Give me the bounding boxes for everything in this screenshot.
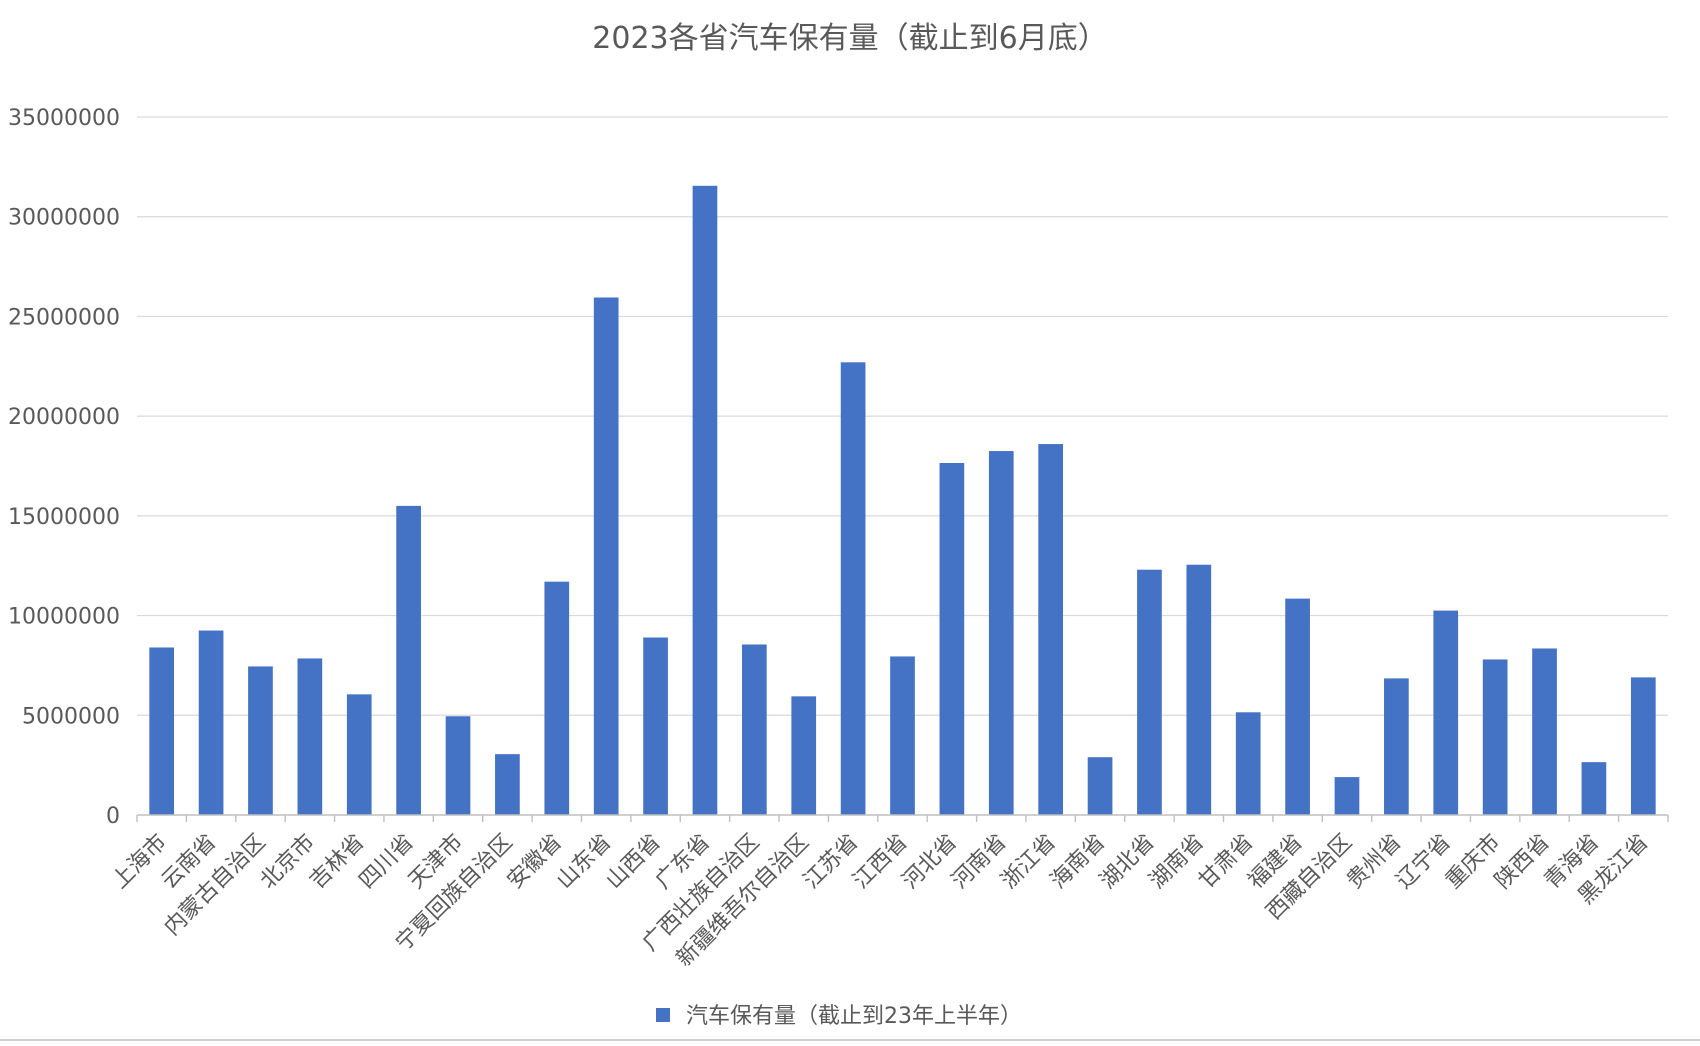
y-axis-ticks: 0 5000000 10000000 15000000 20000000 25000000… (8, 106, 120, 829)
bar (1532, 648, 1557, 815)
x-tick-label: 吉林省 (305, 830, 369, 894)
bar (297, 658, 323, 815)
x-tick-label: 海南省 (1046, 830, 1110, 894)
bar (495, 754, 520, 815)
legend: 汽车保有量（截止到23年上半年） (656, 1004, 1022, 1029)
chart-title: 2023各省汽车保有量（截止到6月底） (592, 21, 1107, 56)
legend-swatch (656, 1008, 670, 1022)
bar (396, 505, 421, 815)
bar (988, 451, 1014, 815)
x-tick-label: 江西省 (848, 830, 912, 894)
bar (1334, 777, 1360, 815)
x-tick-label: 辽宁省 (1392, 830, 1456, 894)
x-tick-label: 山西省 (601, 830, 665, 894)
gridlines (137, 116, 1668, 716)
x-tick-label: 北京市 (256, 830, 320, 894)
bar (1433, 610, 1459, 815)
bar (692, 185, 718, 815)
y-tick-label: 10000000 (8, 605, 120, 630)
bar (1186, 564, 1212, 815)
y-tick-label: 5000000 (22, 704, 120, 729)
bar (791, 696, 817, 815)
x-tick-label: 陕西省 (1490, 830, 1554, 894)
x-tick-label: 甘肃省 (1194, 830, 1258, 894)
y-tick-label: 25000000 (8, 305, 120, 330)
x-axis-ticks: 上海市云南省内蒙古自治区北京市吉林省四川省天津市宁夏回族自治区安徽省山东省山西省… (108, 815, 1669, 972)
bar (1384, 678, 1409, 815)
x-tick-label: 江苏省 (799, 830, 863, 894)
bar (1285, 598, 1310, 815)
bar (445, 716, 471, 815)
bar (248, 666, 273, 815)
y-tick-label: 30000000 (8, 206, 120, 231)
y-tick-label: 35000000 (8, 106, 120, 131)
x-tick-label: 浙江省 (997, 830, 1061, 894)
bar (593, 297, 619, 815)
bar (840, 362, 866, 815)
x-tick-label: 河南省 (947, 830, 1011, 894)
bar (1038, 444, 1064, 815)
bar (741, 644, 767, 815)
bar (890, 656, 915, 815)
y-tick-label: 15000000 (8, 505, 120, 530)
bar (1235, 712, 1261, 815)
bars (149, 185, 1656, 815)
bar (939, 463, 965, 815)
bar (1581, 762, 1607, 815)
bar (1137, 569, 1162, 815)
y-tick-label: 20000000 (8, 405, 120, 430)
x-tick-label: 四川省 (355, 830, 419, 894)
bar (1630, 677, 1656, 815)
y-tick-label: 0 (106, 804, 120, 829)
x-tick-label: 贵州省 (1342, 830, 1406, 894)
x-tick-label: 湖北省 (1095, 830, 1159, 894)
bar (346, 694, 372, 815)
bar (198, 630, 224, 815)
bar (544, 581, 570, 815)
x-tick-label: 重庆市 (1441, 830, 1505, 894)
x-tick-label: 山东省 (552, 830, 616, 894)
x-tick-label: 安徽省 (503, 830, 567, 894)
x-tick-label: 河北省 (898, 830, 962, 894)
bar (643, 637, 668, 815)
bar (149, 647, 175, 815)
x-tick-label: 上海市 (108, 830, 172, 894)
x-tick-label: 湖南省 (1145, 830, 1209, 894)
legend-label: 汽车保有量（截止到23年上半年） (686, 1004, 1022, 1029)
bar (1087, 757, 1113, 815)
bar (1482, 659, 1508, 815)
